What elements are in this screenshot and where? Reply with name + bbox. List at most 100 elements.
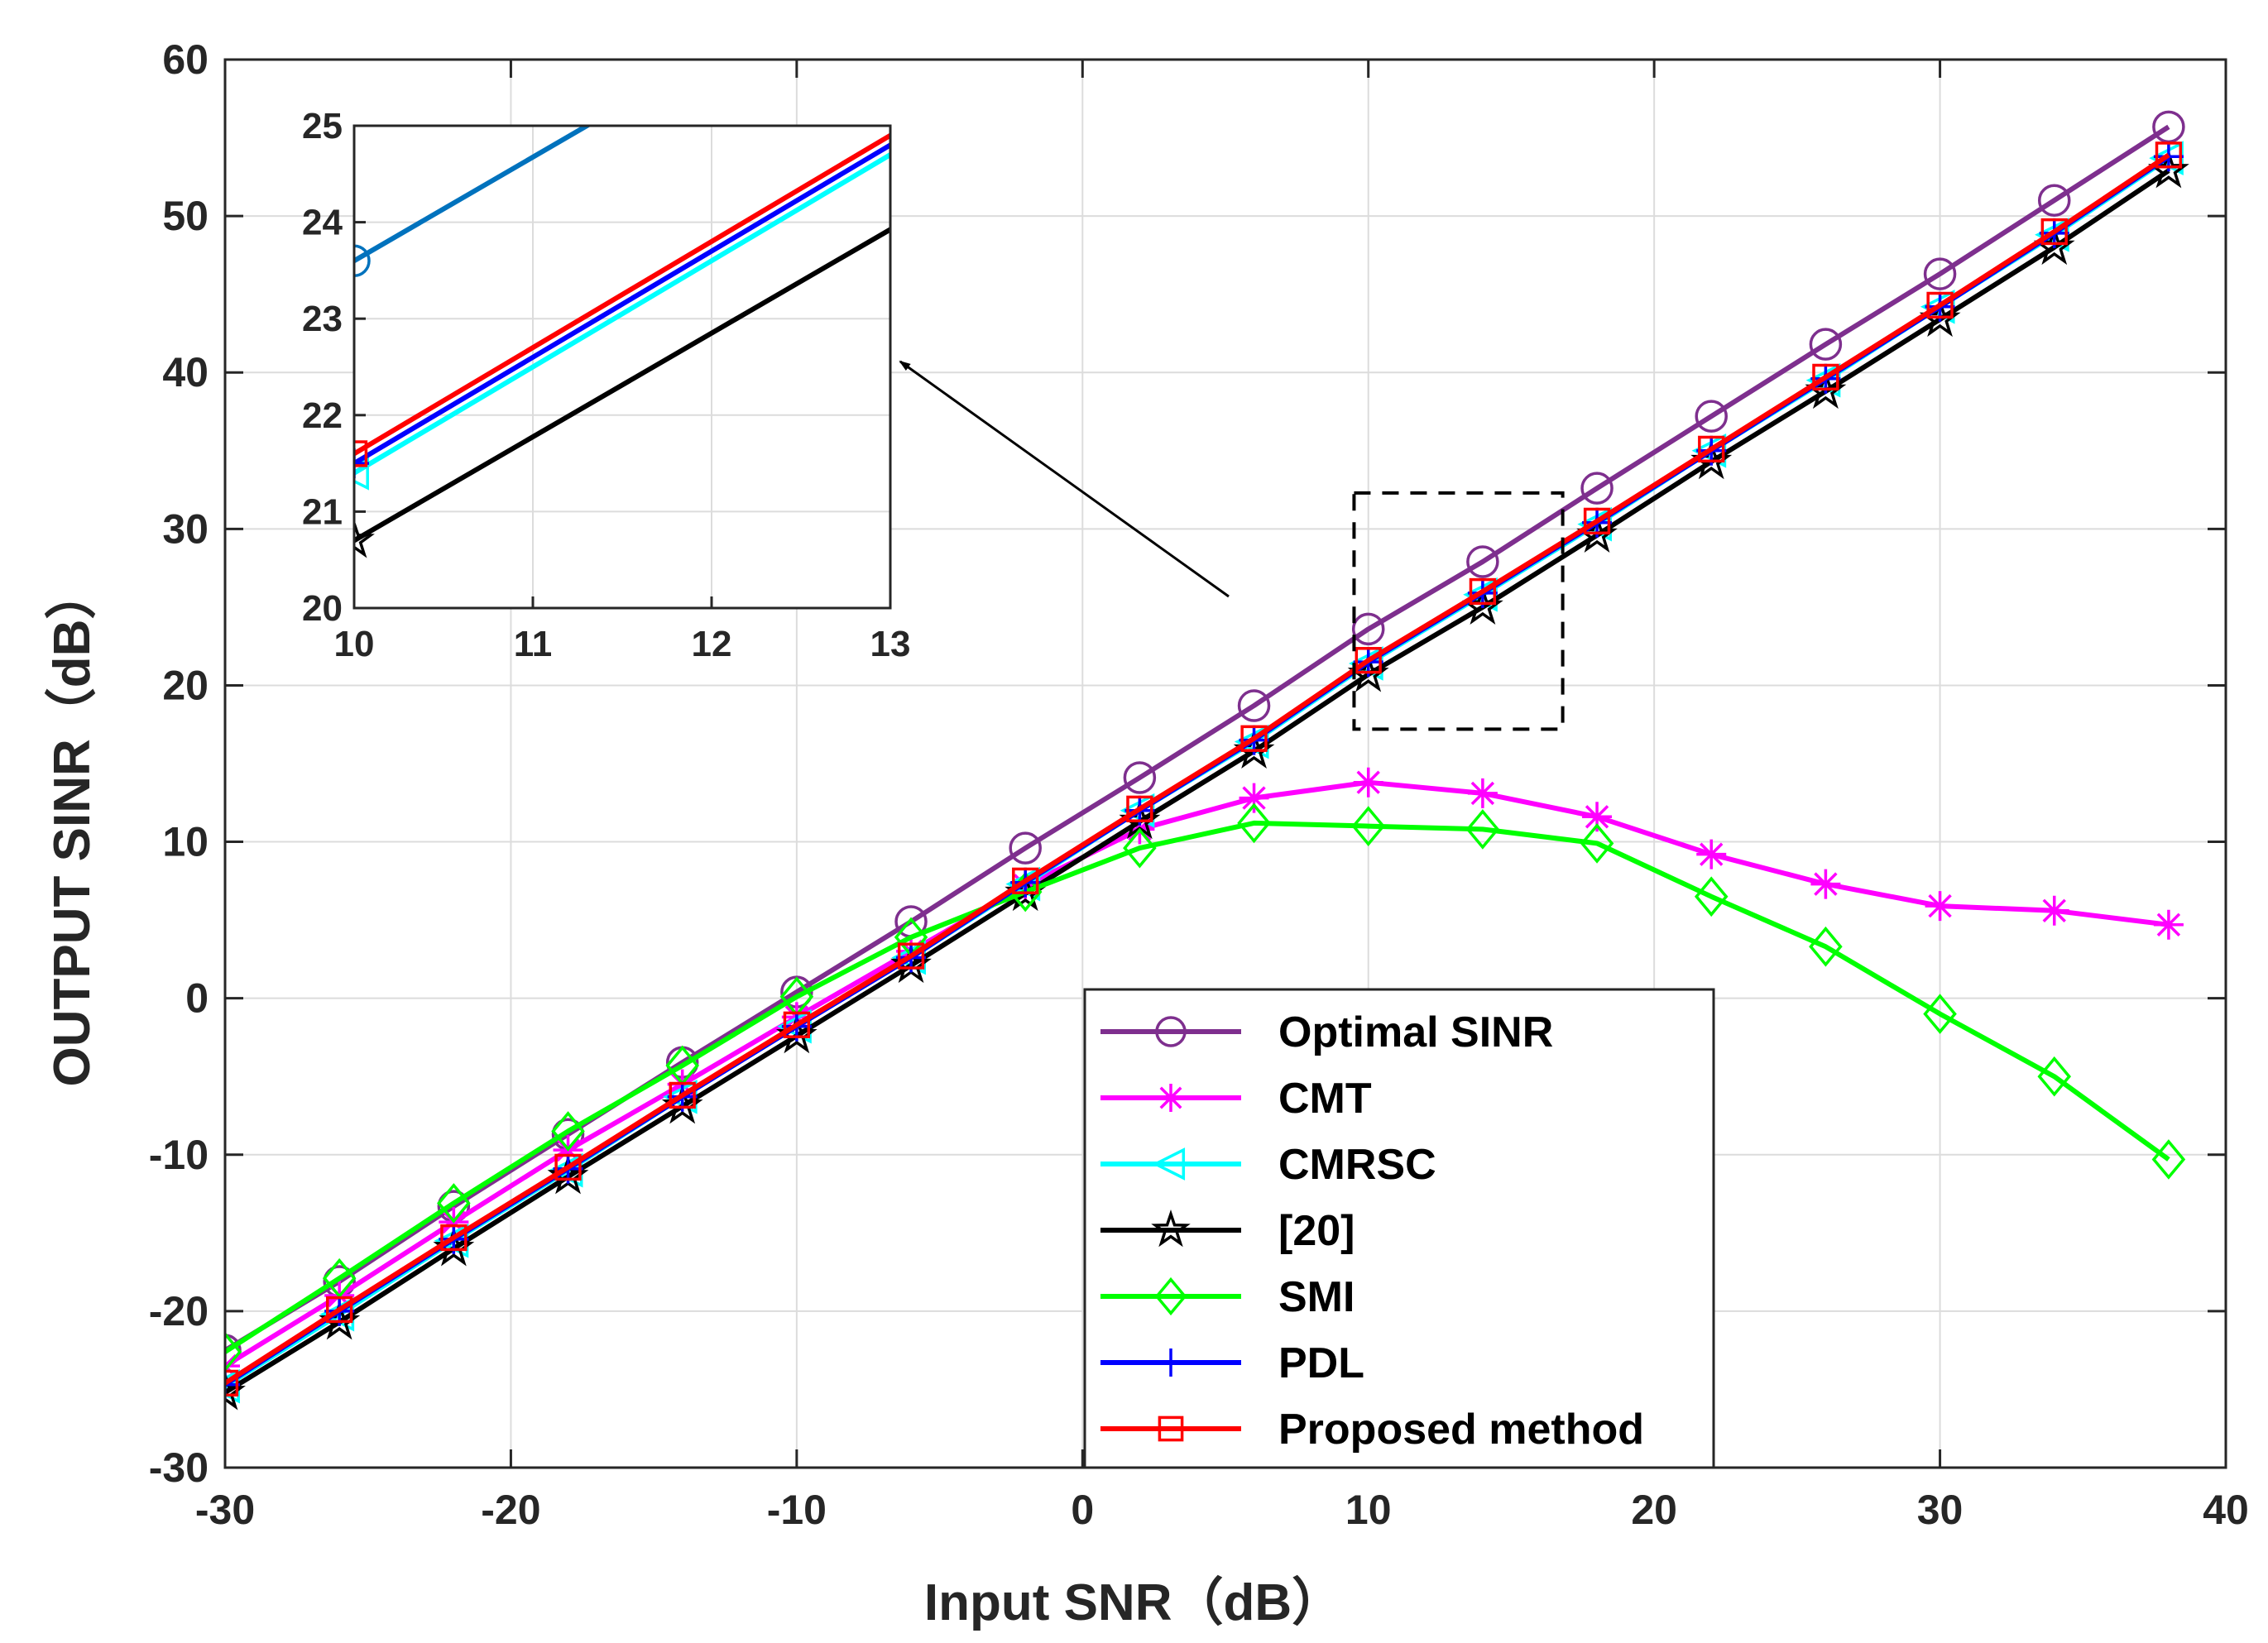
- inset-series-20: [354, 227, 890, 558]
- data-point-cmt: [1239, 783, 1269, 813]
- data-point-proposed-method: [1012, 867, 1039, 894]
- x-tick-label: -30: [195, 1487, 255, 1533]
- data-point-cmt: [1810, 869, 1841, 899]
- legend-marker-proposed-method: [1158, 1415, 1184, 1442]
- legend-label: CMT: [1278, 1075, 1372, 1123]
- inset-y-tick-label: 21: [302, 491, 343, 532]
- data-point-smi: [1237, 802, 1271, 844]
- data-point-smi: [1465, 809, 1500, 850]
- legend-marker-cmt: [1157, 1084, 1185, 1112]
- inset-y-tick-label: 20: [302, 588, 343, 629]
- data-point-smi: [437, 1183, 471, 1224]
- data-point-proposed-method: [2040, 218, 2068, 246]
- data-point-proposed-method: [783, 1011, 811, 1038]
- data-point-proposed-method: [1126, 795, 1153, 822]
- inset-zoom-panel: 10 11 12 13 20 21 22 23 24 25: [302, 106, 910, 664]
- data-point-proposed-method: [897, 942, 925, 970]
- data-point-cmt: [1353, 767, 1383, 798]
- data-point-optimal-sinr: [1695, 400, 1728, 433]
- data-point-cmt: [2153, 909, 2184, 940]
- inset-line-pdl: [354, 142, 890, 466]
- data-point-proposed-method: [1926, 291, 1954, 319]
- inset-frame: [352, 124, 892, 610]
- data-point-smi: [2037, 1056, 2072, 1097]
- data-point-proposed-method: [1812, 363, 1839, 391]
- x-tick-label: 20: [1631, 1487, 1677, 1533]
- inset-line-optimal-sinr: [354, 126, 592, 263]
- data-point-smi: [551, 1111, 585, 1152]
- inset-y-tick-label: 23: [302, 299, 343, 339]
- data-point-smi: [1809, 926, 1843, 967]
- data-point-proposed-method: [1240, 725, 1268, 752]
- legend-entry-optimal-sinr: Optimal SINR: [1100, 1008, 1553, 1056]
- data-point-optimal-sinr: [1123, 761, 1157, 794]
- y-tick-label: 60: [162, 36, 209, 83]
- data-point-smi: [1580, 823, 1614, 864]
- data-point-proposed-method: [554, 1153, 582, 1181]
- inset-series-optimal-sinr: [354, 126, 592, 277]
- data-point-proposed-method: [1583, 507, 1611, 535]
- data-point-optimal-sinr: [1809, 328, 1843, 361]
- y-tick-label: -30: [149, 1444, 209, 1491]
- data-point-proposed-method: [326, 1296, 353, 1324]
- data-point-smi: [1123, 827, 1157, 869]
- data-point-optimal-sinr: [1009, 831, 1042, 865]
- legend-entry-20: [20]: [1100, 1207, 1355, 1255]
- legend-entry-smi: SMI: [1100, 1273, 1355, 1321]
- series-line-20: [225, 168, 2170, 1395]
- series-smi: [225, 802, 2186, 1372]
- legend-entry-cmrsc: CMRSC: [1100, 1141, 1436, 1189]
- y-tick-label: 10: [162, 819, 209, 865]
- legend-label: SMI: [1278, 1273, 1355, 1321]
- y-tick-label: -10: [149, 1132, 209, 1178]
- x-tick-label: -20: [481, 1487, 540, 1533]
- data-point-cmt: [2039, 895, 2069, 926]
- series-line-cmt: [225, 779, 2170, 1368]
- x-tick-label: -10: [767, 1487, 827, 1533]
- data-point-smi: [1694, 876, 1729, 917]
- inset-point-pdl: [354, 448, 369, 479]
- data-point-cmt: [1696, 839, 1727, 869]
- data-point-smi: [1351, 806, 1385, 846]
- inset-ticks: 10 11 12 13 20 21 22 23 24 25: [302, 106, 910, 664]
- inset-series-group: [354, 126, 890, 558]
- main-series-group: [225, 110, 2189, 1411]
- inset-line-proposed-method: [354, 133, 890, 457]
- legend-label: PDL: [1278, 1339, 1364, 1387]
- inset-background: [354, 126, 890, 608]
- data-point-pdl: [225, 1369, 240, 1400]
- inset-y-tick-label: 25: [302, 106, 343, 146]
- x-tick-label: 40: [2203, 1487, 2249, 1533]
- legend-label: Proposed method: [1278, 1406, 1644, 1454]
- data-point-optimal-sinr: [1351, 612, 1385, 646]
- inset-line-cmrsc: [354, 152, 890, 476]
- legend-entry-pdl: PDL: [1100, 1339, 1364, 1387]
- x-tick-label: 0: [1071, 1487, 1094, 1533]
- inset-point-optimal-sinr: [354, 244, 371, 277]
- x-tick-label: 30: [1917, 1487, 1964, 1533]
- series-line-smi: [225, 820, 2170, 1354]
- data-point-proposed-method: [1469, 577, 1497, 606]
- y-tick-label: 30: [162, 505, 209, 552]
- legend-marker-cmrsc: [1152, 1147, 1186, 1181]
- legend-entry-cmt: CMT: [1100, 1075, 1372, 1123]
- legend-label: Optimal SINR: [1278, 1008, 1553, 1056]
- data-point-smi: [2151, 1139, 2186, 1180]
- zoom-region-box: [1352, 491, 1565, 731]
- x-axis-label: Input SNR（dB）: [924, 1574, 1343, 1631]
- zoom-arrow: [899, 360, 1230, 598]
- y-tick-label: 20: [162, 662, 209, 708]
- legend-entry-proposed-method: Proposed method: [1100, 1406, 1644, 1454]
- data-point-smi: [1923, 994, 1957, 1034]
- y-tick-label: 50: [162, 193, 209, 239]
- data-point-optimal-sinr: [1466, 545, 1499, 578]
- data-point-cmt: [1467, 778, 1498, 808]
- data-point-proposed-method: [669, 1081, 696, 1109]
- y-tick-label: 0: [185, 975, 209, 1022]
- data-point-proposed-method: [1698, 435, 1725, 463]
- legend: Optimal SINR CMT CMRSC [20] SMI PDL Proposed m…: [1083, 988, 1715, 1469]
- inset-y-tick-label: 22: [302, 395, 343, 436]
- legend-marker-20: [1151, 1209, 1191, 1248]
